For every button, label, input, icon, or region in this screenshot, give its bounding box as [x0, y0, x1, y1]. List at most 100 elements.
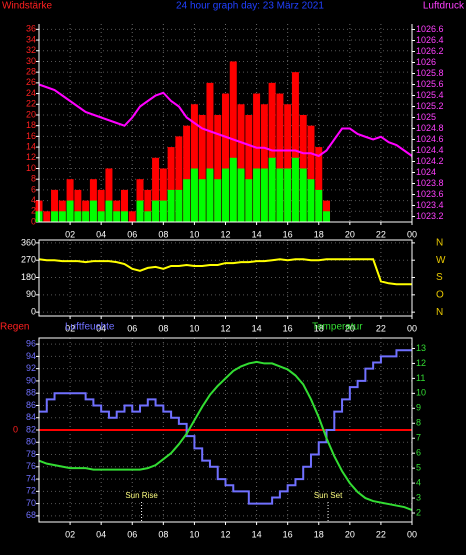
y-tick-label: 270 — [21, 255, 36, 265]
y2-tick-label: 1025.4 — [416, 90, 444, 100]
y-tick-label: 24 — [26, 88, 36, 98]
y-tick-label: 94 — [26, 351, 36, 361]
x-tick-label: 20 — [345, 323, 355, 333]
y2-tick-label: 1024.2 — [416, 156, 444, 166]
x-tick-label: 02 — [65, 229, 75, 239]
y2-tick-label: O — [436, 289, 444, 300]
x-tick-label: 04 — [96, 229, 106, 239]
y-tick-label: 28 — [26, 67, 36, 77]
x-tick-label: 18 — [314, 529, 324, 539]
wind-bar — [190, 104, 198, 222]
y2-tick-label: 4 — [416, 477, 421, 487]
axis-label: Luftdruck — [423, 1, 465, 12]
wind-bar — [299, 168, 307, 222]
axis-label: Luftfeuchte — [65, 322, 115, 333]
axis-label: Windstärke — [2, 1, 52, 12]
x-tick-label: 20 — [345, 529, 355, 539]
y-tick-label: 12 — [26, 152, 36, 162]
wind-bar — [43, 211, 51, 222]
y-tick-label: 86 — [26, 400, 36, 410]
wind-bar — [89, 200, 97, 222]
wind-bar — [307, 179, 315, 222]
y2-tick-label: 7 — [416, 433, 421, 443]
wind-bar — [284, 104, 292, 222]
x-tick-label: 12 — [220, 229, 230, 239]
y-tick-label: 88 — [26, 388, 36, 398]
y2-tick-label: S — [436, 272, 443, 283]
x-tick-label: 18 — [314, 229, 324, 239]
y-tick-label: 8 — [31, 174, 36, 184]
wind-bar — [214, 179, 222, 222]
wind-bar — [152, 157, 160, 222]
y-tick-label: 90 — [26, 289, 36, 299]
x-tick-label: 06 — [127, 323, 137, 333]
wind-bar — [128, 211, 136, 222]
wind-bar — [144, 211, 152, 222]
wind-bar — [175, 189, 183, 222]
y-tick-label: 14 — [26, 141, 36, 151]
y2-tick-label: 10 — [416, 388, 426, 398]
y-tick-label: 2 — [31, 206, 36, 216]
wind-bar — [159, 168, 167, 222]
x-tick-label: 06 — [127, 529, 137, 539]
y-tick-label: 18 — [26, 120, 36, 130]
y2-tick-label: 11 — [416, 373, 425, 383]
y2-tick-label: 1025.6 — [416, 79, 444, 89]
y-tick-label: 72 — [26, 486, 36, 496]
wind-bar — [58, 211, 66, 222]
wind-bar — [66, 200, 74, 222]
wind-bar — [268, 82, 276, 222]
x-tick-label: 06 — [127, 229, 137, 239]
x-tick-label: 02 — [65, 529, 75, 539]
x-tick-label: 22 — [376, 229, 386, 239]
wind-bar — [105, 200, 113, 222]
y2-tick-label: 1024.6 — [416, 134, 444, 144]
series-line — [39, 349, 412, 505]
y-tick-label: 70 — [26, 498, 36, 508]
wind-bar — [206, 82, 214, 222]
wind-bar — [105, 168, 113, 222]
y-tick-label: 26 — [26, 77, 36, 87]
x-tick-label: 18 — [314, 323, 324, 333]
y-tick-label: 0 — [31, 307, 36, 317]
y-tick-label: 84 — [26, 412, 36, 422]
y2-tick-label: 13 — [416, 343, 426, 353]
wind-bar — [245, 179, 253, 222]
wind-bar — [284, 168, 292, 222]
wind-bar — [159, 200, 167, 222]
x-tick-label: 00 — [407, 529, 417, 539]
y-tick-label: 92 — [26, 363, 36, 373]
y2-tick-label: 3 — [416, 492, 421, 502]
y2-tick-label: 9 — [416, 403, 421, 413]
y-tick-label: 78 — [26, 449, 36, 459]
wind-bar — [237, 104, 245, 222]
x-tick-label: 14 — [252, 529, 262, 539]
x-tick-label: 08 — [158, 529, 168, 539]
x-tick-label: 20 — [345, 229, 355, 239]
panel-frame — [38, 239, 413, 317]
wind-bar — [190, 168, 198, 222]
wind-bar — [276, 93, 284, 222]
wind-bar — [315, 189, 323, 222]
x-tick-label: 04 — [96, 529, 106, 539]
wind-bar — [229, 61, 237, 223]
wind-bar — [260, 168, 268, 222]
wind-bar — [175, 136, 183, 222]
x-tick-label: 02 — [65, 323, 75, 333]
x-tick-label: 22 — [376, 529, 386, 539]
wind-bar — [82, 211, 90, 222]
wind-bar — [120, 211, 128, 222]
wind-bar — [136, 200, 144, 222]
y-tick-label: 90 — [26, 375, 36, 385]
y-tick-label: 180 — [21, 272, 36, 282]
wind-bar — [74, 211, 82, 222]
y2-tick-label: 1023.2 — [416, 211, 444, 221]
x-tick-label: 08 — [158, 323, 168, 333]
y2-tick-label: 8 — [416, 418, 421, 428]
y-tick-label: 22 — [26, 99, 36, 109]
chart-title: 24 hour graph day: 23 März 2021 — [176, 1, 324, 12]
y2-tick-label: 1025.8 — [416, 68, 444, 78]
x-tick-label: 14 — [252, 323, 262, 333]
y2-tick-label: 1023.8 — [416, 178, 444, 188]
y-tick-label: 16 — [26, 131, 36, 141]
